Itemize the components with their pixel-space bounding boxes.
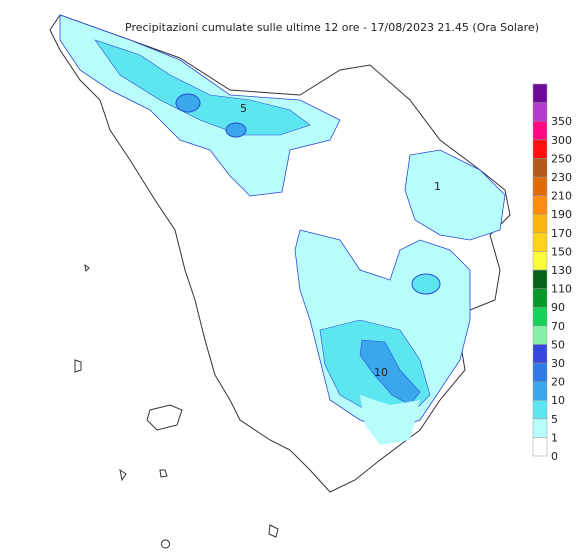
contour-label: 5 — [240, 102, 247, 115]
contour-label: 1 — [434, 180, 441, 193]
legend-swatch — [532, 102, 548, 122]
legend-label: 1 — [551, 431, 558, 444]
legend-swatch — [532, 288, 548, 308]
map-title: Precipitazioni cumulate sulle ultime 12 … — [125, 21, 539, 34]
legend-swatch — [532, 232, 548, 252]
legend-label: 90 — [551, 301, 565, 314]
legend-swatch — [532, 195, 548, 215]
legend-swatch — [532, 306, 548, 327]
legend-label: 50 — [551, 338, 565, 351]
legend-label: 210 — [551, 190, 572, 203]
legend-swatch — [532, 437, 548, 457]
legend-label: 300 — [551, 134, 572, 147]
legend-swatch — [532, 344, 548, 364]
legend-label: 350 — [551, 115, 572, 128]
legend-swatch — [532, 251, 548, 271]
legend-label: 20 — [551, 376, 565, 389]
legend-label: 70 — [551, 320, 565, 333]
legend-swatch — [532, 418, 548, 438]
legend-swatch — [532, 325, 548, 345]
legend-label: 190 — [551, 208, 572, 221]
legend-label: 250 — [551, 152, 572, 165]
legend-swatch — [532, 269, 548, 289]
legend-label: 0 — [551, 450, 558, 463]
legend-swatch — [532, 158, 548, 178]
legend-swatch — [532, 381, 548, 401]
legend-label: 10 — [551, 394, 565, 407]
legend-swatch — [532, 176, 548, 196]
legend-label: 110 — [551, 283, 572, 296]
legend-label: 130 — [551, 264, 572, 277]
legend: 0 1 5 10 20 30 50 70 90 110 130 150 170 190 210 230 250 3… — [532, 83, 572, 463]
legend-swatch — [532, 399, 548, 420]
legend-swatch — [532, 139, 548, 159]
legend-label: 30 — [551, 357, 565, 370]
legend-label: 150 — [551, 245, 572, 258]
legend-label: 5 — [551, 413, 558, 426]
contour-label: 10 — [374, 366, 388, 379]
legend-label: 230 — [551, 171, 572, 184]
legend-label: 170 — [551, 227, 572, 240]
legend-swatch — [532, 213, 548, 234]
legend-swatch — [532, 83, 548, 103]
legend-swatch — [532, 120, 548, 141]
region-map: 5 1 10 — [49, 14, 511, 549]
legend-swatch — [532, 362, 548, 382]
